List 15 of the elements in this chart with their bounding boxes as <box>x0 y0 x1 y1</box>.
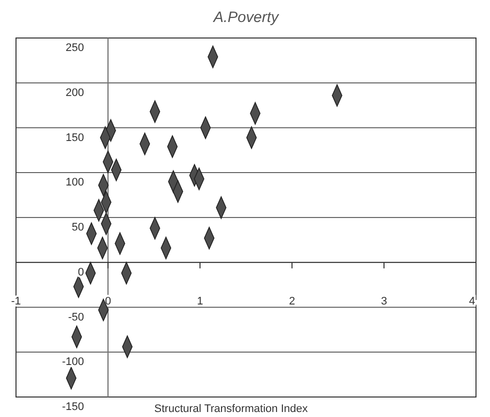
x-tick-label: 3 <box>380 295 388 308</box>
x-tick-label: 2 <box>288 295 296 308</box>
y-tick-label: 50 <box>72 222 84 234</box>
x-tick-label: 4 <box>468 295 476 308</box>
y-tick-label: 250 <box>66 42 84 54</box>
y-tick-label: 0 <box>78 266 84 278</box>
chart-title: A.Poverty <box>212 9 280 26</box>
x-tick-label: 1 <box>196 295 204 308</box>
y-tick-label: 100 <box>66 176 84 189</box>
y-tick-label: 150 <box>66 132 84 144</box>
y-tick-label: -50 <box>68 311 84 324</box>
x-axis-title: Structural Transformation Index <box>154 403 308 415</box>
y-tick-label: -100 <box>62 356 84 368</box>
y-tick-label: -150 <box>62 401 84 413</box>
y-tick-label: 200 <box>66 86 84 99</box>
